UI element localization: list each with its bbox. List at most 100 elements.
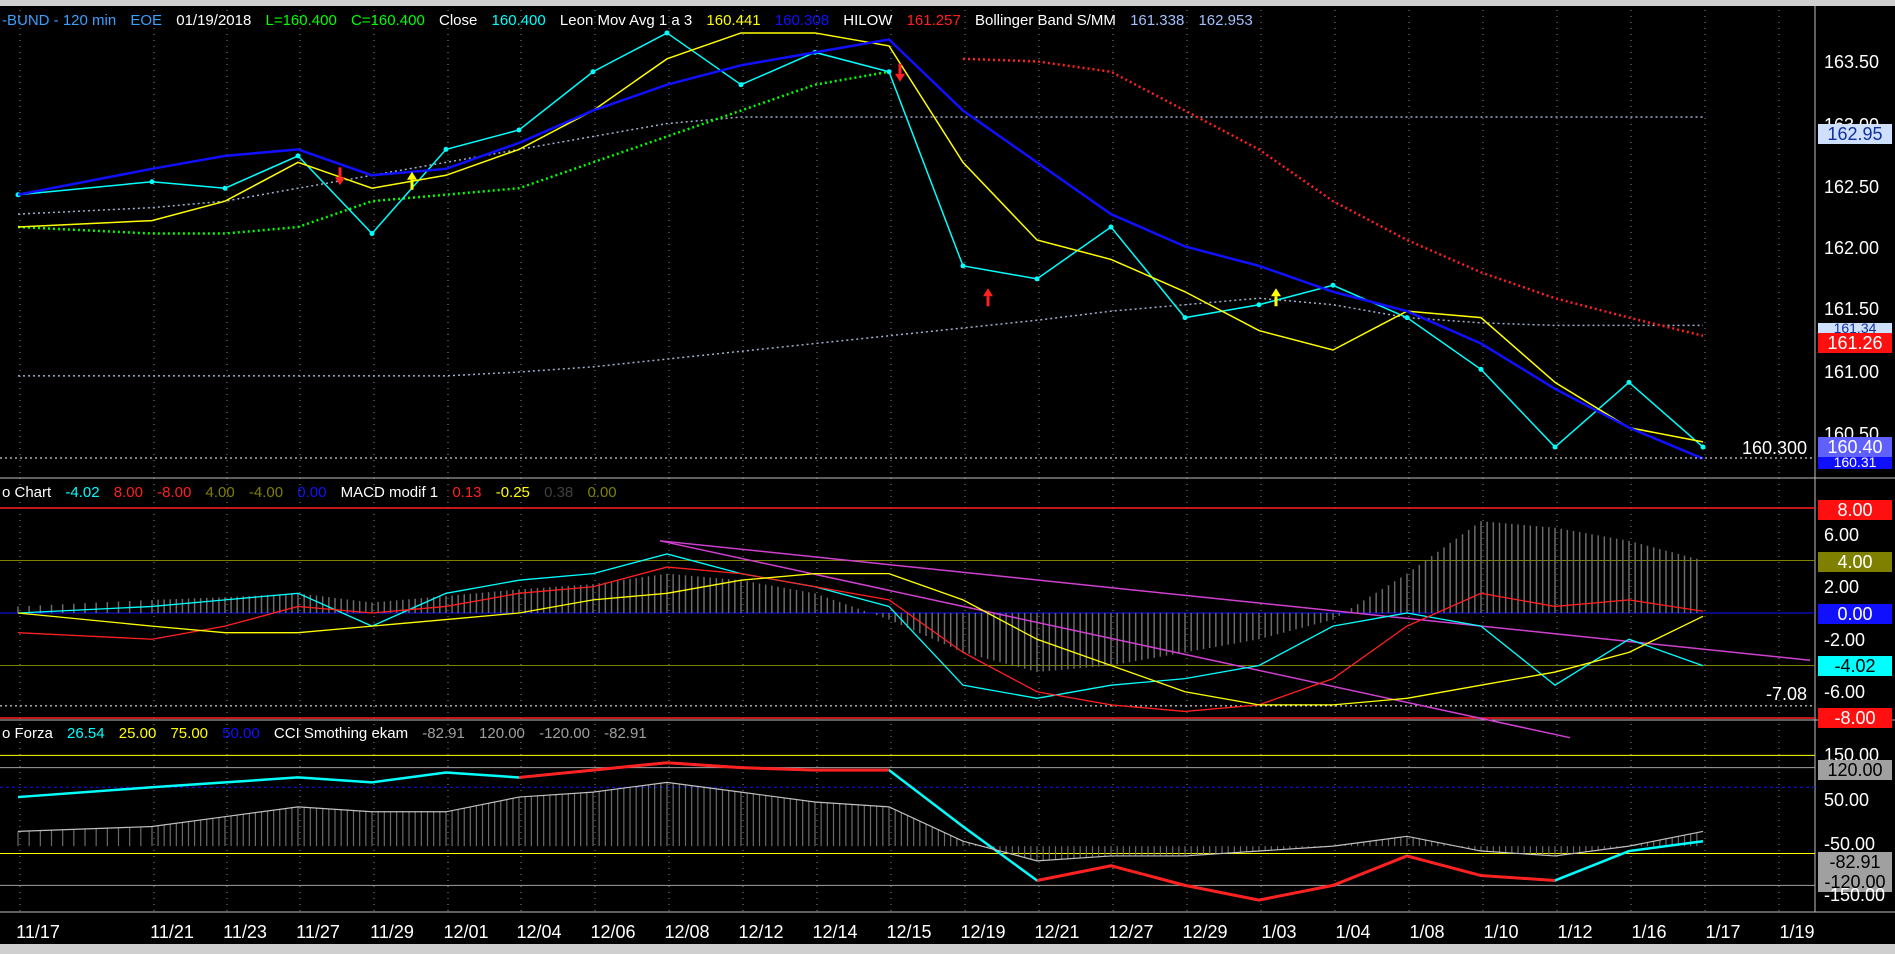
cci-overbought-segment bbox=[1258, 883, 1334, 902]
close-price-point bbox=[222, 185, 228, 191]
close-value-label: C=160.400 bbox=[350, 12, 425, 29]
x-tick-label: 1/17 bbox=[1705, 922, 1741, 942]
osc-upper-box: 8.00 bbox=[1818, 500, 1892, 520]
macd-signal-line bbox=[17, 566, 1704, 713]
cci-overbought-segment bbox=[1406, 854, 1482, 878]
x-tick-label: 12/04 bbox=[516, 922, 562, 942]
bb-lower-price-box: 161.34 bbox=[1818, 323, 1892, 333]
bollinger-upper-line bbox=[17, 116, 1703, 215]
x-tick-label: 11/23 bbox=[223, 922, 267, 942]
close-price-point bbox=[1552, 444, 1558, 450]
x-tick-label: 12/01 bbox=[443, 922, 489, 942]
x-tick-label: 12/27 bbox=[1108, 922, 1154, 942]
forza-value-label: 26.54 bbox=[67, 725, 105, 742]
cci-tick-label: 50.00 bbox=[1824, 790, 1870, 810]
close-price-point bbox=[664, 30, 670, 36]
close-price-point bbox=[1182, 315, 1188, 321]
osc-current-box: -4.02 bbox=[1818, 656, 1892, 676]
cci-value-label: -82.91 bbox=[422, 725, 465, 742]
bb-value1-label: 161.338 bbox=[1130, 12, 1185, 29]
close-price-point bbox=[516, 127, 522, 133]
x-tick-label: 1/03 bbox=[1261, 922, 1297, 942]
close-price-point bbox=[590, 69, 596, 75]
forza-line bbox=[17, 761, 1704, 902]
osc-marker: -7.08 bbox=[1766, 684, 1808, 704]
ma-value2-label: 160.308 bbox=[774, 12, 830, 29]
forza-name-label: o Forza bbox=[2, 725, 53, 742]
symbol-label: -BUND - 120 min bbox=[2, 12, 117, 29]
price-tick-label: 161.00 bbox=[1824, 362, 1880, 382]
x-tick-label: 1/12 bbox=[1557, 922, 1593, 942]
osc-value-label: 8.00 bbox=[113, 484, 143, 501]
close-price-point bbox=[149, 179, 155, 185]
close-price-point bbox=[1256, 302, 1262, 308]
hilow-price-box: 161.26 bbox=[1818, 333, 1892, 353]
close-price-point bbox=[738, 82, 744, 88]
close-price-point bbox=[295, 153, 301, 159]
ma-price-box: 160.40 bbox=[1818, 437, 1892, 457]
forza-value-label: 75.00 bbox=[170, 725, 209, 742]
cci-tick-label: -150.00 bbox=[1824, 885, 1886, 905]
close-price-point bbox=[1404, 315, 1410, 321]
bb-value2-label: 162.953 bbox=[1198, 12, 1253, 29]
close-price-point bbox=[960, 263, 966, 269]
hilow-support-line bbox=[17, 70, 890, 235]
x-tick-label: 11/27 bbox=[296, 922, 340, 942]
source-label: EOE bbox=[130, 12, 163, 29]
scrollbar[interactable] bbox=[0, 944, 1895, 954]
forza-value-label: 50.00 bbox=[222, 725, 260, 742]
close-price-point bbox=[369, 231, 375, 237]
macd-name-label: MACD modif 1 bbox=[340, 484, 439, 501]
macd-line bbox=[17, 572, 1704, 706]
x-tick-label: 12/29 bbox=[1182, 922, 1228, 942]
close-price-point bbox=[1478, 366, 1484, 372]
close-price-label: 160.400 bbox=[491, 12, 546, 29]
oscillator-line bbox=[17, 553, 1704, 699]
macd-value-label: 0.00 bbox=[587, 484, 617, 501]
x-tick-label: 12/06 bbox=[590, 922, 636, 942]
x-tick-label: 1/04 bbox=[1335, 922, 1371, 942]
hilow-value-label: 161.257 bbox=[906, 12, 961, 29]
price-panel-header: -BUND - 120 min EOE 01/19/2018 L=160.400… bbox=[2, 12, 1263, 29]
osc-value-label: 4.00 bbox=[205, 484, 235, 501]
trend-line bbox=[659, 540, 1571, 739]
cci-overbought-segment bbox=[1332, 854, 1408, 887]
date-label: 01/19/2018 bbox=[176, 12, 252, 29]
forza-value-label: 25.00 bbox=[118, 725, 157, 742]
x-tick-label: 12/15 bbox=[886, 922, 932, 942]
last-label: L=160.400 bbox=[265, 12, 337, 29]
close-price-point bbox=[1108, 224, 1114, 230]
cci-current-box: -82.91 bbox=[1818, 852, 1892, 872]
cci-lower-box: -120.00 bbox=[1818, 872, 1892, 892]
x-tick-label: 1/08 bbox=[1409, 922, 1445, 942]
cci-overbought-segment bbox=[666, 761, 742, 770]
bb-upper-price-box: 162.95 bbox=[1818, 124, 1892, 144]
price-tick-label: 162.50 bbox=[1824, 177, 1880, 197]
toolbar-strip bbox=[0, 0, 1895, 6]
macd-value-label: 0.13 bbox=[452, 484, 482, 501]
close-label: Close bbox=[438, 12, 478, 29]
x-tick-label: 11/17 bbox=[16, 922, 60, 942]
signal-arrow-icon bbox=[983, 288, 993, 297]
macd-value-label: 0.38 bbox=[544, 484, 574, 501]
bollinger-mid-line bbox=[17, 38, 1704, 460]
last-price-marker: 160.300 bbox=[1742, 438, 1808, 458]
x-tick-label: 12/14 bbox=[812, 922, 858, 942]
macd-panel-header: o Chart -4.02 8.00 -8.00 4.00 -4.00 0.00… bbox=[2, 484, 627, 501]
cci-overbought-segment bbox=[1110, 864, 1186, 887]
osc-tick-label: 2.00 bbox=[1824, 577, 1860, 597]
signal-arrow-icon bbox=[895, 73, 905, 82]
osc-tick-label: -2.00 bbox=[1824, 630, 1866, 650]
price-tick-label: 163.50 bbox=[1824, 52, 1880, 72]
cci-panel-header: o Forza 26.54 25.00 75.00 50.00 CCI Smot… bbox=[2, 725, 657, 742]
ma-name-label: Leon Mov Avg 1 a 3 bbox=[559, 12, 693, 29]
x-tick-label: 1/16 bbox=[1631, 922, 1667, 942]
cci-overbought-segment bbox=[740, 766, 816, 772]
x-tick-label: 1/10 bbox=[1483, 922, 1519, 942]
x-tick-label: 11/29 bbox=[370, 922, 414, 942]
close-price-line bbox=[17, 32, 1704, 449]
x-tick-label: 1/19 bbox=[1779, 922, 1815, 942]
x-tick-label: 12/21 bbox=[1034, 922, 1080, 942]
x-tick-label: 12/12 bbox=[738, 922, 784, 942]
